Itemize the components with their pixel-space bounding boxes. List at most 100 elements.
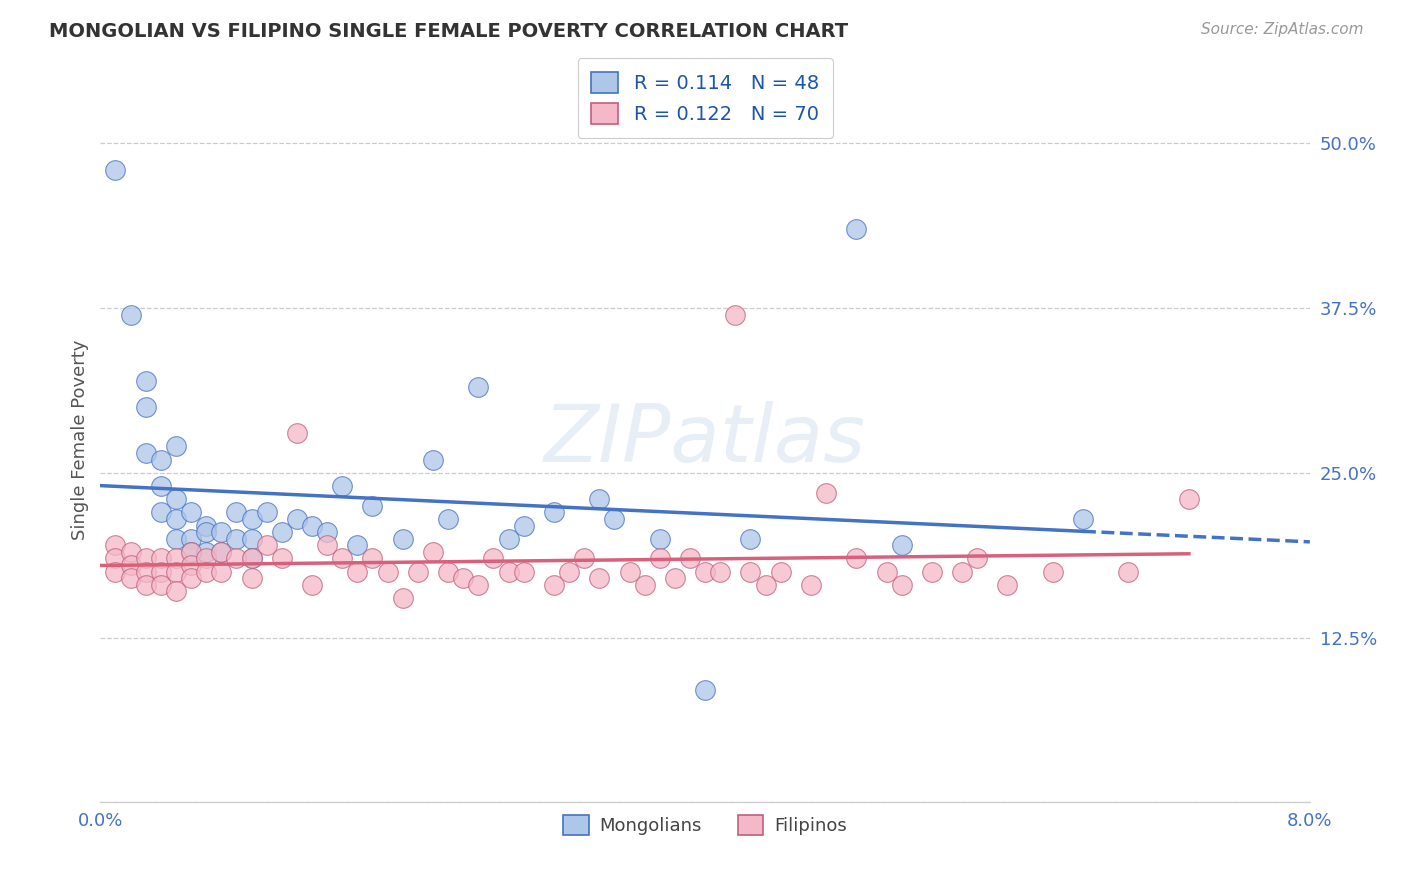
- Point: [209, 545, 232, 559]
- Point: [135, 578, 157, 592]
- Point: [240, 532, 263, 546]
- Point: [467, 578, 489, 592]
- Point: [225, 551, 247, 566]
- Point: [180, 571, 202, 585]
- Point: [512, 565, 534, 579]
- Point: [890, 578, 912, 592]
- Point: [285, 426, 308, 441]
- Point: [377, 565, 399, 579]
- Point: [149, 452, 172, 467]
- Point: [165, 584, 187, 599]
- Point: [149, 551, 172, 566]
- Point: [950, 565, 973, 579]
- Point: [422, 545, 444, 559]
- Point: [301, 578, 323, 592]
- Point: [104, 162, 127, 177]
- Point: [664, 571, 686, 585]
- Point: [135, 446, 157, 460]
- Text: Source: ZipAtlas.com: Source: ZipAtlas.com: [1201, 22, 1364, 37]
- Point: [693, 565, 716, 579]
- Point: [209, 525, 232, 540]
- Point: [724, 308, 747, 322]
- Point: [165, 565, 187, 579]
- Point: [104, 551, 127, 566]
- Y-axis label: Single Female Poverty: Single Female Poverty: [72, 340, 89, 540]
- Point: [1042, 565, 1064, 579]
- Point: [543, 505, 565, 519]
- Point: [209, 565, 232, 579]
- Point: [135, 400, 157, 414]
- Point: [165, 439, 187, 453]
- Point: [512, 518, 534, 533]
- Point: [149, 505, 172, 519]
- Point: [180, 545, 202, 559]
- Point: [256, 538, 278, 552]
- Point: [135, 374, 157, 388]
- Point: [572, 551, 595, 566]
- Point: [209, 545, 232, 559]
- Point: [330, 479, 353, 493]
- Point: [815, 485, 838, 500]
- Point: [135, 565, 157, 579]
- Point: [120, 571, 142, 585]
- Point: [195, 545, 218, 559]
- Point: [256, 505, 278, 519]
- Point: [966, 551, 988, 566]
- Point: [921, 565, 943, 579]
- Point: [437, 565, 460, 579]
- Point: [451, 571, 474, 585]
- Point: [876, 565, 898, 579]
- Point: [180, 505, 202, 519]
- Point: [165, 512, 187, 526]
- Point: [149, 578, 172, 592]
- Point: [648, 532, 671, 546]
- Point: [149, 479, 172, 493]
- Point: [845, 551, 868, 566]
- Point: [240, 551, 263, 566]
- Point: [361, 551, 384, 566]
- Point: [997, 578, 1019, 592]
- Point: [240, 551, 263, 566]
- Point: [437, 512, 460, 526]
- Point: [225, 505, 247, 519]
- Point: [149, 565, 172, 579]
- Point: [301, 518, 323, 533]
- Legend: Mongolians, Filipinos: Mongolians, Filipinos: [554, 806, 856, 844]
- Point: [135, 551, 157, 566]
- Point: [740, 532, 762, 546]
- Point: [740, 565, 762, 579]
- Text: ZIPatlas: ZIPatlas: [544, 401, 866, 479]
- Point: [104, 565, 127, 579]
- Point: [648, 551, 671, 566]
- Point: [316, 525, 339, 540]
- Point: [482, 551, 505, 566]
- Point: [120, 545, 142, 559]
- Point: [346, 565, 368, 579]
- Point: [543, 578, 565, 592]
- Point: [270, 551, 292, 566]
- Point: [467, 380, 489, 394]
- Point: [558, 565, 581, 579]
- Point: [180, 558, 202, 572]
- Point: [120, 558, 142, 572]
- Point: [1118, 565, 1140, 579]
- Point: [330, 551, 353, 566]
- Point: [603, 512, 626, 526]
- Point: [619, 565, 641, 579]
- Point: [391, 532, 413, 546]
- Point: [633, 578, 655, 592]
- Point: [285, 512, 308, 526]
- Point: [845, 222, 868, 236]
- Point: [104, 538, 127, 552]
- Point: [120, 308, 142, 322]
- Point: [165, 532, 187, 546]
- Point: [240, 571, 263, 585]
- Point: [225, 532, 247, 546]
- Point: [406, 565, 429, 579]
- Point: [498, 565, 520, 579]
- Point: [195, 518, 218, 533]
- Point: [1178, 492, 1201, 507]
- Point: [769, 565, 792, 579]
- Point: [165, 551, 187, 566]
- Point: [709, 565, 731, 579]
